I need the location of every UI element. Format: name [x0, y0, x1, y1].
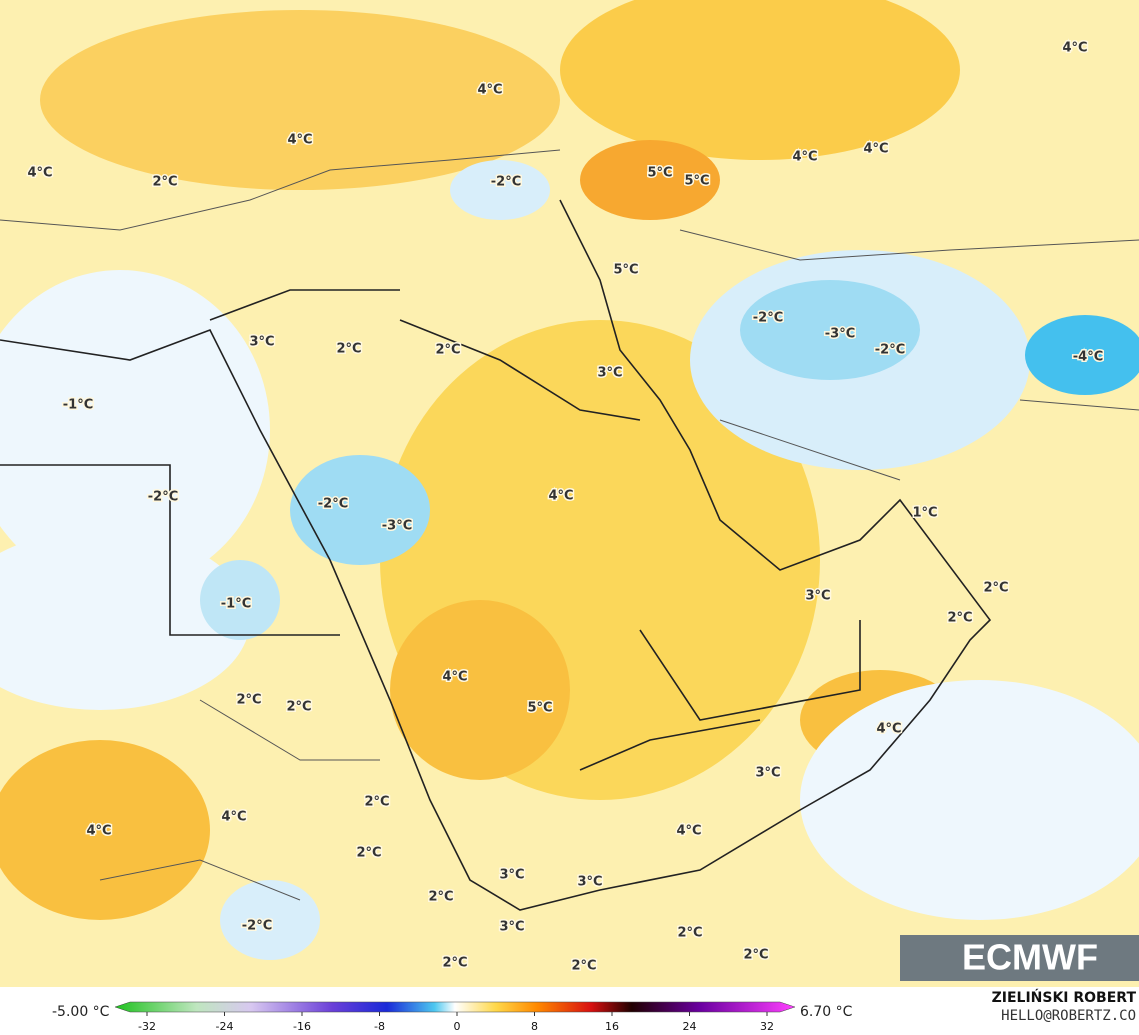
- credit-contact: HELLO@ROBERTZ.CO: [1001, 1008, 1136, 1024]
- temp-label: 3°C: [577, 875, 602, 890]
- temp-label: 4°C: [27, 166, 52, 181]
- temp-label: 2°C: [442, 956, 467, 971]
- temp-label: 3°C: [499, 868, 524, 883]
- temp-label: 3°C: [597, 366, 622, 381]
- map-area: ECMWF: [0, 0, 1139, 987]
- border: [0, 289, 861, 771]
- colorbar-tick-label: 24: [683, 1020, 697, 1033]
- admin-border: [0, 149, 1139, 901]
- temp-label: -3°C: [382, 519, 412, 534]
- colorbar-tick-label: 32: [760, 1020, 774, 1033]
- credit-name: ZIELIŃSKI ROBERT: [992, 988, 1137, 1006]
- temp-label: 2°C: [336, 342, 361, 357]
- temp-label: -2°C: [148, 490, 178, 505]
- temp-label: -2°C: [753, 311, 783, 326]
- temp-label: 3°C: [755, 766, 780, 781]
- temp-label: 4°C: [548, 489, 573, 504]
- colorbar-min: -5.00 °C: [52, 1004, 110, 1020]
- temp-label: 4°C: [287, 133, 312, 148]
- temp-label: 3°C: [499, 920, 524, 935]
- temp-label: 2°C: [571, 959, 596, 974]
- colorbar-tick-label: -32: [138, 1020, 156, 1033]
- temp-label: 5°C: [613, 263, 638, 278]
- colorbar-tick-label: -24: [216, 1020, 234, 1033]
- temp-label: 2°C: [677, 926, 702, 941]
- map-labels: 4°C 4°C 4°C 4°C 2°C -2°C 5°C 5°C 4°C 4°C 5°C -2°C -3…: [26, 39, 1105, 975]
- temp-label: 4°C: [863, 142, 888, 157]
- temp-label: 2°C: [236, 693, 261, 708]
- temp-label: -1°C: [63, 398, 93, 413]
- temp-label: 2°C: [947, 611, 972, 626]
- colorbar-max: 6.70 °C: [800, 1004, 853, 1020]
- temp-label: -2°C: [318, 497, 348, 512]
- colorbar: [114, 1001, 796, 1013]
- temp-label: 2°C: [364, 795, 389, 810]
- temp-label: 5°C: [684, 174, 709, 189]
- temp-label: -3°C: [825, 327, 855, 342]
- temp-label: 2°C: [356, 846, 381, 861]
- temp-label: 5°C: [527, 701, 552, 716]
- temp-label: 2°C: [286, 700, 311, 715]
- temp-label: 4°C: [221, 810, 246, 825]
- temp-label: 2°C: [428, 890, 453, 905]
- temp-label: 3°C: [249, 335, 274, 350]
- logo-box: [900, 935, 1139, 981]
- temp-label: 2°C: [743, 948, 768, 963]
- logo: ECMWF: [962, 937, 1098, 978]
- temp-label: 2°C: [983, 581, 1008, 596]
- temp-label: 4°C: [1062, 41, 1087, 56]
- colorbar-tick-label: -16: [293, 1020, 311, 1033]
- temp-label: -2°C: [491, 175, 521, 190]
- temp-label: -2°C: [242, 919, 272, 934]
- coastline: [0, 199, 992, 911]
- colorbar-tick-label: -8: [374, 1020, 385, 1033]
- temp-label: 4°C: [792, 150, 817, 165]
- colorbar-tick-label: 16: [605, 1020, 619, 1033]
- colorbar-tick-label: 8: [531, 1020, 538, 1033]
- temp-label: 4°C: [477, 83, 502, 98]
- temp-label: 4°C: [876, 722, 901, 737]
- temp-label: -1°C: [221, 597, 251, 612]
- temp-label: 1°C: [912, 506, 937, 521]
- temp-label: -2°C: [875, 343, 905, 358]
- colorbar-tick-label: 0: [454, 1020, 461, 1033]
- temp-label: 2°C: [435, 343, 460, 358]
- temp-label: 4°C: [442, 670, 467, 685]
- temp-label: 5°C: [647, 166, 672, 181]
- temp-label: 3°C: [805, 589, 830, 604]
- temp-label: -4°C: [1073, 350, 1103, 365]
- temp-label: 2°C: [152, 175, 177, 190]
- temp-label: 4°C: [676, 824, 701, 839]
- temp-label: 4°C: [86, 824, 111, 839]
